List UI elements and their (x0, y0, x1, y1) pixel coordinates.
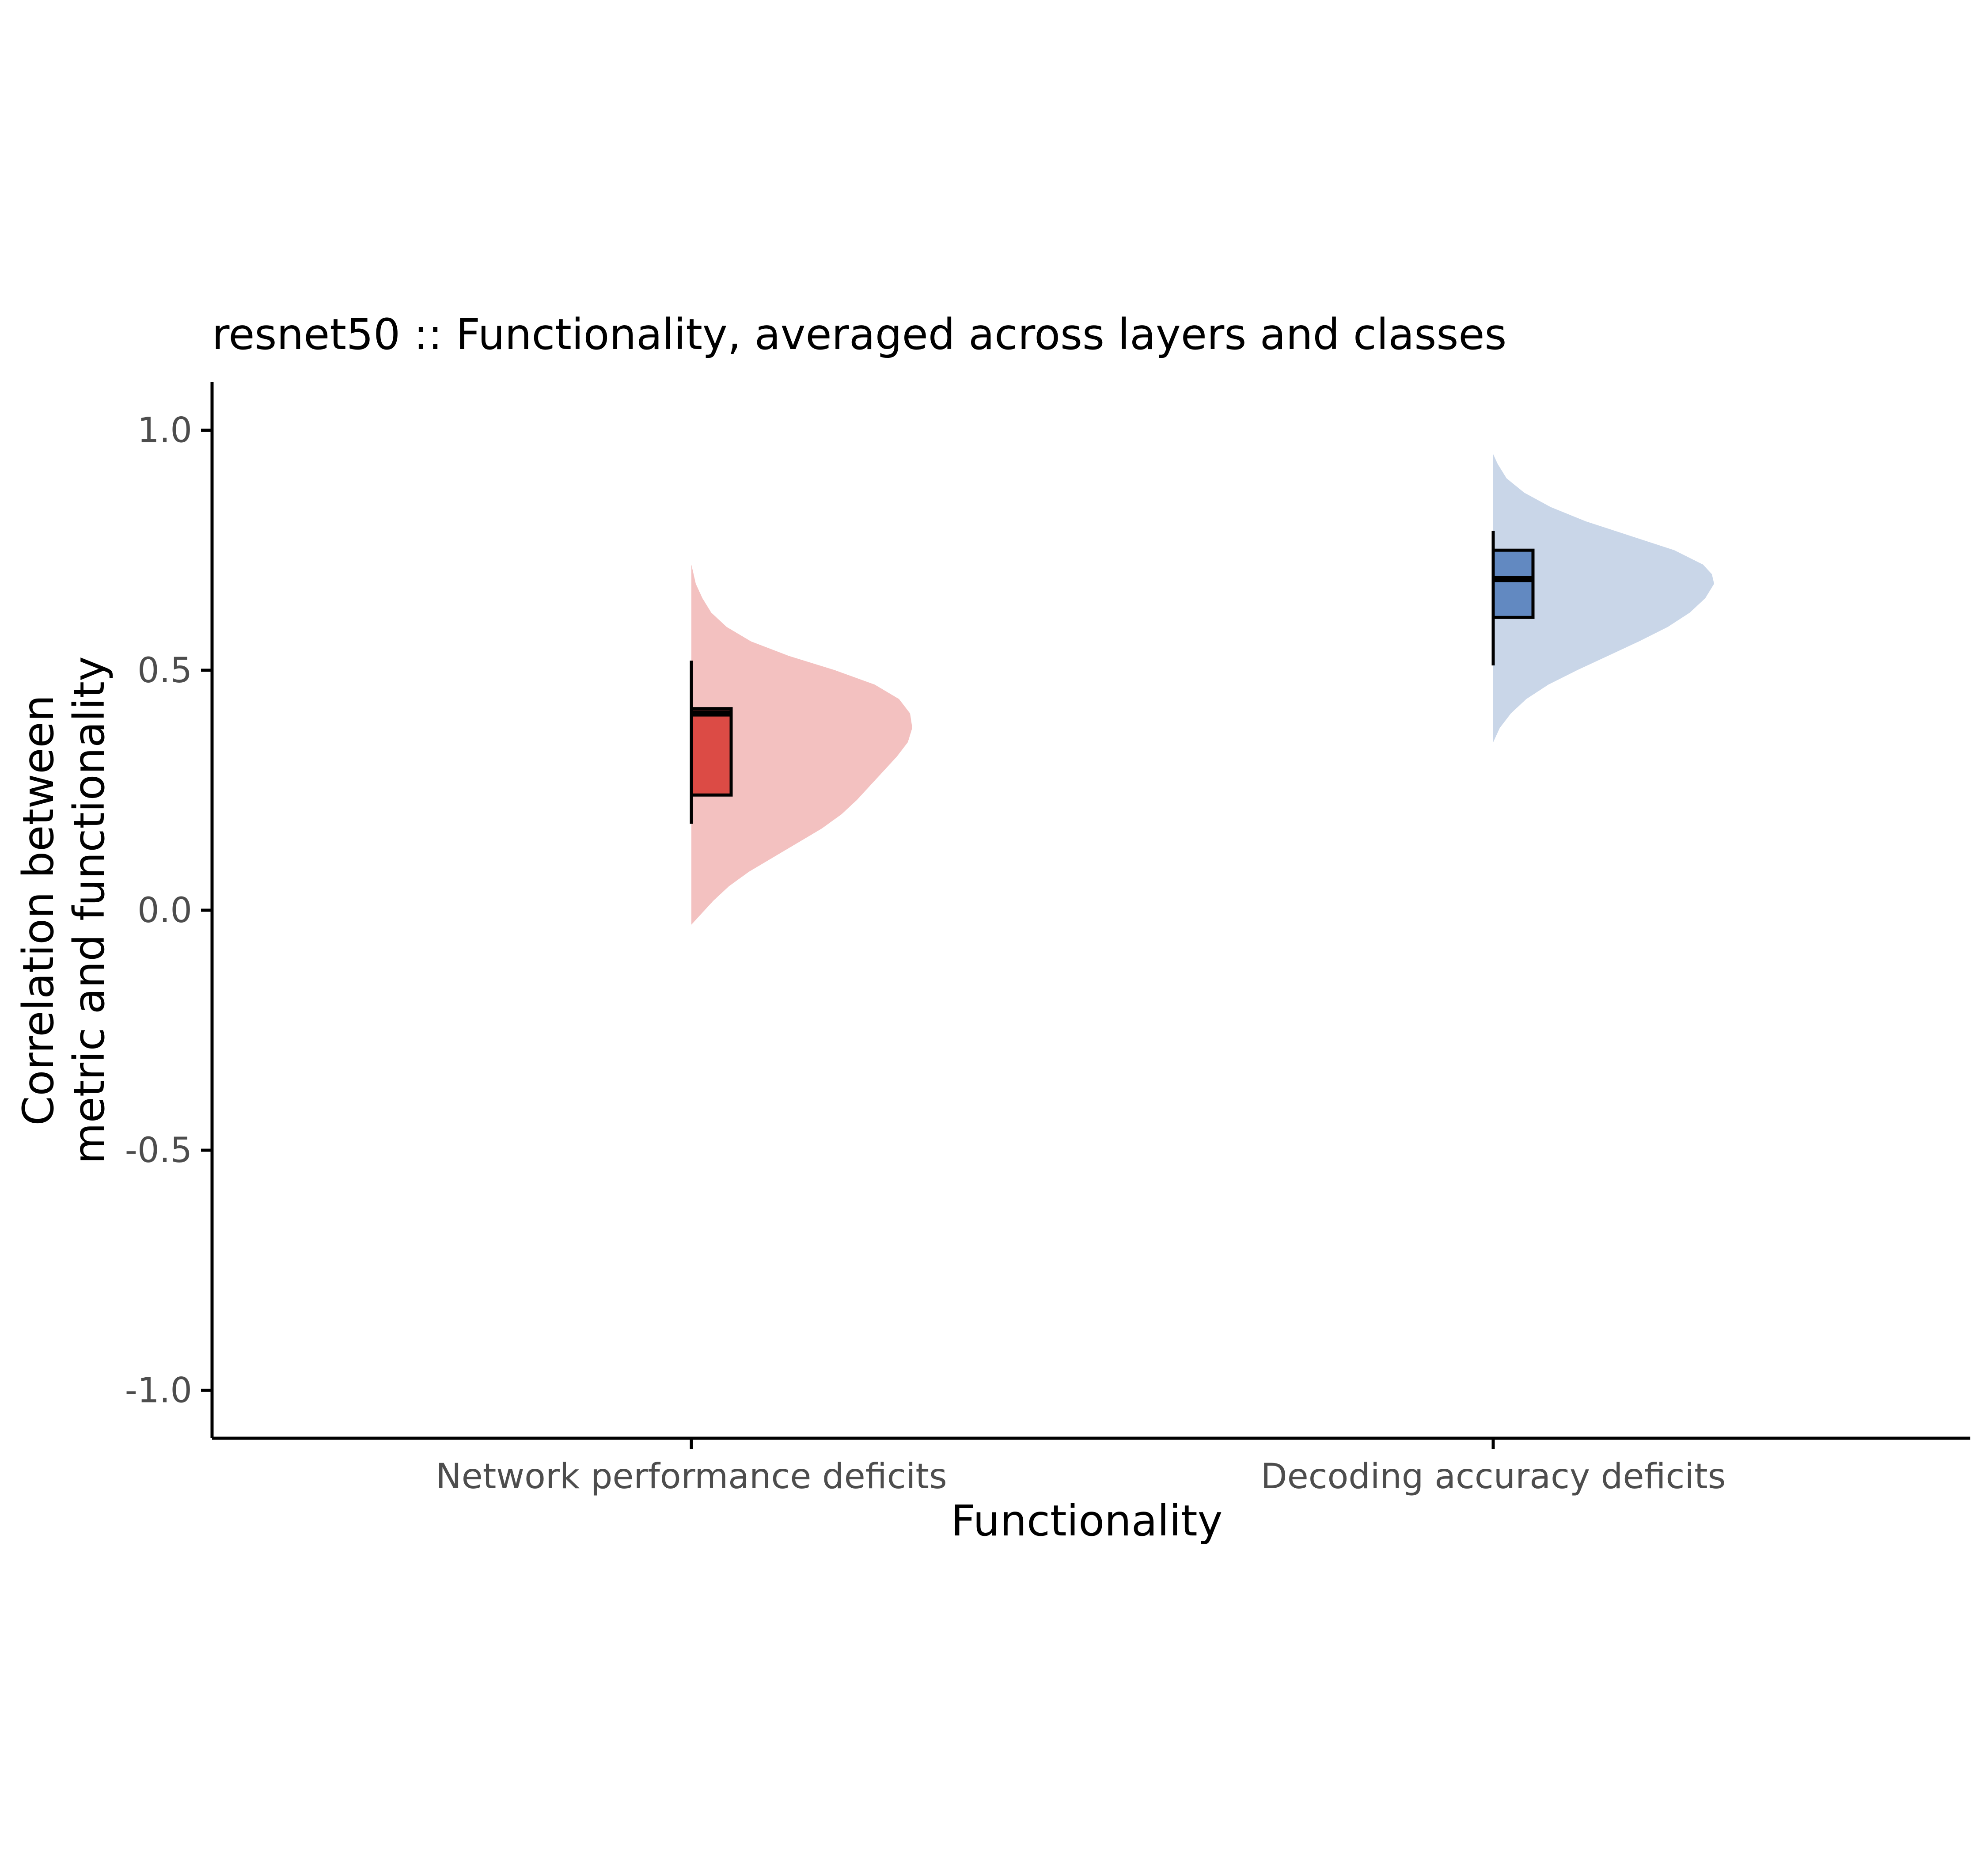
violin-1 (691, 564, 912, 925)
chart-title: resnet50 :: Functionality, averaged acro… (212, 310, 1506, 359)
y-tick-label: 1.0 (137, 411, 192, 451)
x-axis-title: Functionality (951, 1496, 1223, 1546)
x-axis: Network performance deficits Decoding acc… (212, 1436, 1970, 1497)
box-1 (690, 707, 733, 797)
violin-layer (691, 454, 1714, 925)
y-axis-title-line-1: Correlation between (14, 695, 63, 1126)
y-axis: -1.0 -0.5 0.0 0.5 1.0 (125, 382, 214, 1438)
box-2 (1491, 548, 1535, 619)
y-axis-title-line-2: metric and functionality (64, 656, 114, 1164)
y-tick-label: 0.5 (137, 651, 192, 691)
violin-2 (1493, 454, 1714, 742)
y-tick-label: -0.5 (125, 1131, 192, 1170)
x-tick-label: Decoding accuracy deficits (1261, 1457, 1726, 1497)
y-tick-label: 0.0 (137, 891, 192, 931)
box-layer (690, 531, 1535, 824)
x-tick-label: Network performance deficits (436, 1457, 947, 1497)
y-axis-title: Correlation between metric and functiona… (14, 656, 114, 1164)
y-tick-label: -1.0 (125, 1371, 192, 1410)
